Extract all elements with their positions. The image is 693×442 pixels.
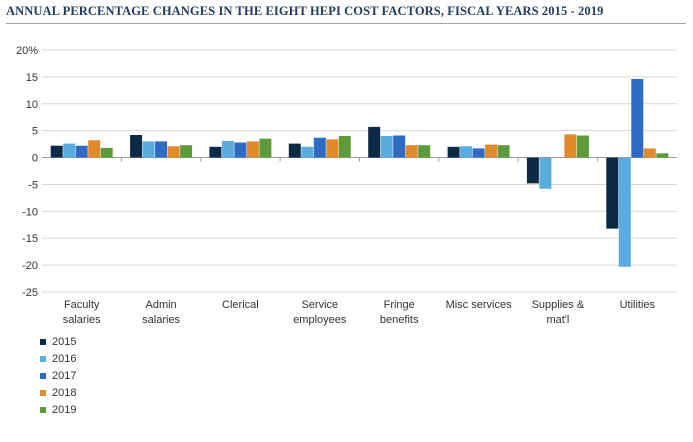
legend-item-2018: 2018 (40, 384, 76, 401)
bar-2018 (405, 145, 418, 158)
bar-2017 (472, 148, 485, 158)
x-tick-labels: Faculty salaries Admin salaries Clerical Serv… (63, 299, 656, 326)
bar-2018 (564, 134, 577, 158)
legend-item-2016: 2016 (40, 350, 76, 367)
bar-2015 (209, 146, 222, 158)
bar-2015 (526, 157, 539, 184)
bar-2019 (656, 153, 669, 158)
chart-title: ANNUAL PERCENTAGE CHANGES IN THE EIGHT H… (6, 4, 604, 18)
x-tick-label: Fringe benefits (380, 299, 419, 326)
legend-label: 2016 (52, 352, 77, 365)
bar-2018 (88, 140, 101, 158)
y-tick-label: 5 (32, 126, 38, 138)
gridlines (42, 49, 677, 293)
legend-label: 2015 (52, 335, 77, 348)
x-tick-label: Faculty salaries (63, 299, 101, 326)
bar-2016 (380, 136, 393, 158)
bar-2016 (221, 140, 234, 158)
legend-label: 2018 (52, 386, 77, 399)
bar-2015 (447, 146, 460, 158)
bar-2015 (130, 135, 143, 158)
bar-2017 (155, 141, 168, 158)
legend-label: 2017 (52, 369, 77, 382)
legend-item-2019: 2019 (40, 401, 76, 418)
bar-2019 (100, 147, 113, 158)
bar-2018 (326, 139, 339, 158)
x-tick-label: Clerical (222, 299, 259, 311)
legend-item-2017: 2017 (40, 367, 76, 384)
bar-2019 (576, 135, 589, 158)
bar-2018 (485, 144, 498, 158)
y-tick-label: -5 (28, 179, 38, 191)
bar-2017 (313, 137, 326, 158)
bar-2016 (618, 157, 631, 267)
bar-2019 (259, 138, 272, 158)
y-tick-label: 20% (16, 45, 38, 57)
x-tick-label: Supplies & mat'l (532, 299, 585, 326)
y-tick-label: 10 (26, 99, 38, 111)
bar-2018 (167, 146, 180, 158)
bar-2017 (393, 135, 406, 158)
y-tick-label: -15 (22, 233, 38, 245)
bar-2017 (75, 145, 88, 158)
title-rule (6, 23, 686, 24)
bar-2019 (180, 145, 193, 158)
bar-2019 (418, 145, 431, 158)
bar-2019 (497, 145, 510, 158)
bars (50, 79, 669, 267)
y-tick-labels: 20% 15 10 5 0 -5 -10 -15 -20 -25 (16, 45, 38, 299)
bar-2017 (234, 142, 247, 158)
x-tick-label: Misc services (446, 299, 513, 311)
bar-chart: 20% 15 10 5 0 -5 -10 -15 -20 -25 Faculty salaries A… (16, 45, 677, 326)
y-tick-label: 15 (26, 72, 38, 84)
bar-2018 (643, 148, 656, 158)
bar-2016 (142, 141, 155, 158)
y-tick-label: -25 (22, 287, 38, 299)
bar-2015 (606, 157, 619, 229)
bar-2016 (460, 146, 473, 158)
legend-label: 2019 (52, 403, 77, 416)
legend-item-2015: 2015 (40, 333, 76, 350)
legend-swatch (40, 355, 46, 362)
bar-2016 (539, 157, 552, 189)
y-tick-label: -10 (22, 206, 38, 218)
bar-2016 (63, 143, 76, 158)
bar-2015 (368, 126, 381, 158)
y-tick-label: -20 (22, 260, 38, 272)
legend-swatch (40, 389, 46, 396)
legend: 2015 2016 2017 2018 2019 (40, 333, 76, 418)
bar-2018 (246, 141, 259, 158)
legend-swatch (40, 372, 46, 379)
bar-2017 (631, 79, 644, 158)
x-tick-label: Service employees (293, 299, 347, 326)
legend-swatch (40, 406, 46, 413)
x-tick-label: Utilities (620, 299, 656, 311)
bar-2019 (338, 136, 351, 158)
x-tick-label: Admin salaries (142, 299, 180, 326)
legend-swatch (40, 338, 46, 345)
bar-2015 (50, 145, 63, 158)
bar-2016 (301, 146, 314, 158)
bar-2015 (288, 143, 301, 158)
y-tick-label: 0 (32, 153, 38, 165)
